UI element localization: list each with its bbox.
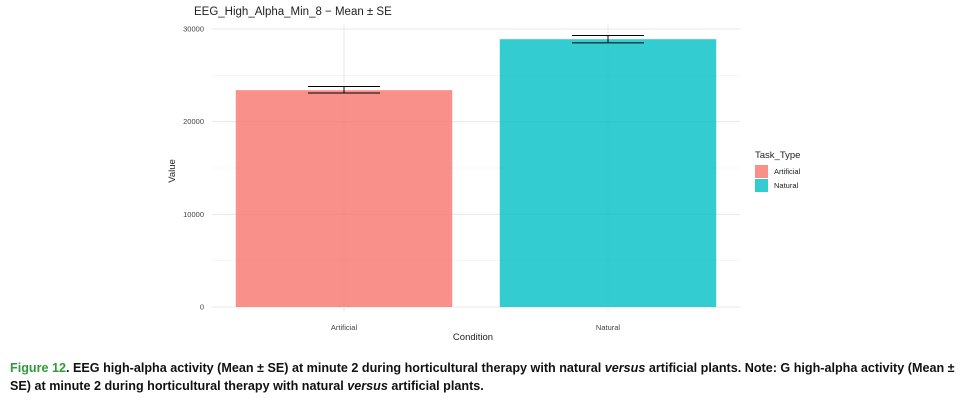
- caption-text-3: artificial plants.: [387, 379, 484, 393]
- legend-title: Task_Type: [755, 150, 800, 161]
- y-tick-label: 0: [200, 303, 204, 312]
- x-tick-labels: Artificial Natural: [331, 323, 621, 332]
- caption-text-1: . EEG high-alpha activity (Mean ± SE) at…: [66, 361, 605, 375]
- caption-text-2: artificial plants. Note: G high-alpha ac…: [10, 361, 955, 393]
- x-tick-label: Artificial: [331, 323, 358, 332]
- legend-key-artificial: [755, 165, 768, 178]
- legend: Task_Type Artificial Natural: [755, 150, 801, 192]
- y-tick-label: 20000: [183, 117, 204, 126]
- y-axis-title: Value: [167, 159, 178, 183]
- bar-natural: [499, 39, 717, 308]
- error-bar-artificial: [308, 85, 380, 94]
- bars: [235, 39, 717, 308]
- legend-label-artificial: Artificial: [774, 167, 801, 176]
- x-tick-label: Natural: [596, 323, 621, 332]
- y-tick-labels: 0 10000 20000 30000: [183, 25, 204, 312]
- chart: 0 10000 20000 30000 Artificial Natural EEG_H…: [167, 6, 801, 343]
- caption-emphasis-1: versus: [604, 361, 646, 375]
- x-axis-title: Condition: [453, 332, 493, 343]
- y-tick-label: 30000: [183, 25, 204, 34]
- figure-caption: Figure 12. EEG high-alpha activity (Mean…: [10, 359, 960, 395]
- legend-label-natural: Natural: [774, 181, 799, 190]
- legend-key-natural: [755, 179, 768, 192]
- caption-emphasis-2: versus: [347, 379, 388, 393]
- bar-artificial: [235, 90, 453, 307]
- error-bar-natural: [572, 34, 644, 44]
- error-bars: [308, 34, 644, 94]
- chart-title: EEG_High_Alpha_Min_8 − Mean ± SE: [194, 6, 392, 18]
- caption-figure-label: Figure 12: [10, 361, 66, 375]
- y-tick-label: 10000: [183, 210, 204, 219]
